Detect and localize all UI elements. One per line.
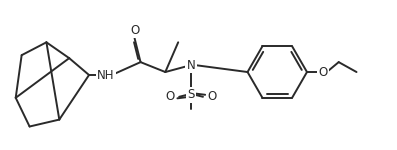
Text: NH: NH xyxy=(97,69,115,81)
Text: S: S xyxy=(187,88,195,101)
Text: O: O xyxy=(166,90,175,103)
Text: O: O xyxy=(130,24,139,37)
Text: O: O xyxy=(207,90,216,103)
Text: N: N xyxy=(187,59,195,72)
Text: O: O xyxy=(318,66,328,79)
